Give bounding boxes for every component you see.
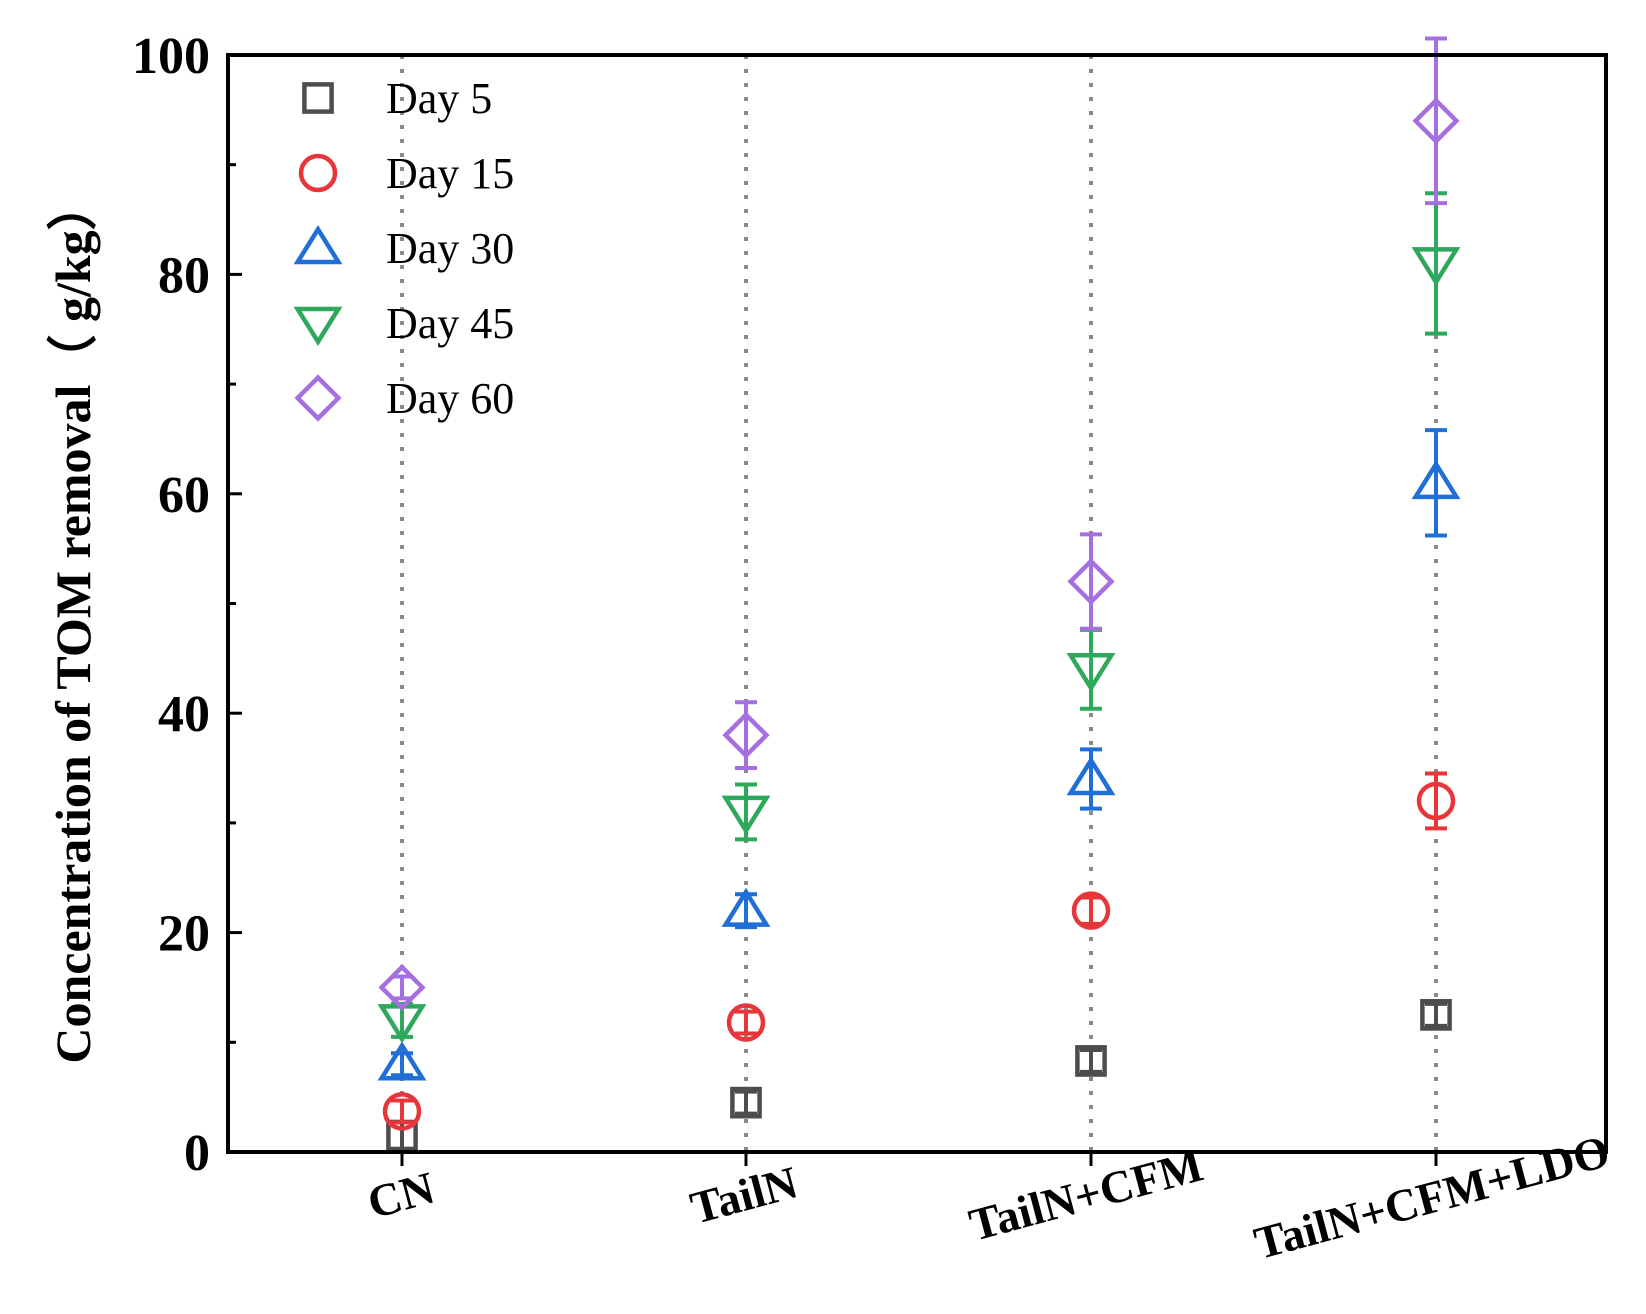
point-day-30-TailN+CFM xyxy=(1066,756,1116,796)
point-day-60-CN xyxy=(378,963,426,1012)
legend-marker-1 xyxy=(298,153,338,193)
y-tick-labels: 0 20 40 60 80 100 xyxy=(132,28,210,1182)
point-day-30-TailN+CFM+LDO xyxy=(1411,459,1461,500)
legend-label-2: Day 30 xyxy=(386,224,514,273)
legend-marker-2 xyxy=(293,225,343,265)
point-day-5-TailN+CFM+LDO xyxy=(1420,999,1452,1031)
legend-marker-4 xyxy=(294,374,342,422)
axis-ticks xyxy=(228,53,1438,1166)
x-tick-labels: CN TailN TailN+CFM TailN+CFM+LDO xyxy=(362,1125,1615,1269)
legend-marker-3 xyxy=(293,306,343,346)
point-day-15-CN xyxy=(382,1092,422,1131)
data-markers xyxy=(377,36,1461,1152)
legend-label-3: Day 45 xyxy=(386,299,514,348)
y-tick-label: 40 xyxy=(158,686,210,743)
point-day-45-TailN+CFM xyxy=(1066,653,1116,693)
y-tick-label: 60 xyxy=(158,467,210,524)
point-day-5-TailN+CFM xyxy=(1075,1045,1107,1077)
point-day-5-TailN xyxy=(730,1086,762,1119)
point-day-60-TailN+CFM xyxy=(1067,557,1115,606)
x-tick-label-0: CN xyxy=(362,1162,439,1228)
legend-label-0: Day 5 xyxy=(386,74,492,123)
x-tick-label-3: TailN+CFM+LDO xyxy=(1249,1125,1615,1269)
point-day-30-CN xyxy=(377,1041,427,1081)
legend-label-4: Day 60 xyxy=(386,374,514,423)
legend: Day 5 Day 15 Day 30 Day 45 Day 60 xyxy=(293,74,514,423)
y-axis-label: Concentration of TOM removal（ g/kg） xyxy=(45,180,101,1063)
point-day-60-TailN+CFM+LDO xyxy=(1412,97,1460,145)
point-day-15-TailN+CFM+LDO xyxy=(1416,781,1456,821)
y-tick-label: 100 xyxy=(132,28,210,85)
point-day-45-TailN xyxy=(721,795,771,835)
y-tick-label: 80 xyxy=(158,247,210,304)
point-day-60-TailN xyxy=(722,711,770,759)
category-gridlines xyxy=(400,55,1438,1152)
y-tick-label: 20 xyxy=(158,906,210,963)
point-day-45-TailN+CFM+LDO xyxy=(1411,247,1461,287)
x-tick-label-2: TailN+CFM xyxy=(964,1139,1208,1250)
point-day-15-TailN+CFM xyxy=(1071,891,1111,930)
point-day-30-TailN xyxy=(721,887,771,927)
x-tick-label-1: TailN xyxy=(685,1156,803,1233)
plot-frame xyxy=(226,53,1608,1154)
legend-marker-0 xyxy=(302,82,334,114)
legend-label-1: Day 15 xyxy=(386,149,514,198)
y-tick-label: 0 xyxy=(184,1125,210,1182)
point-day-15-TailN xyxy=(726,1003,766,1042)
